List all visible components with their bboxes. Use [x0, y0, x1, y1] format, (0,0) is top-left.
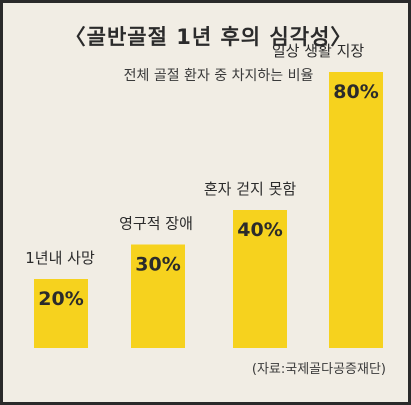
- source-note: (자료:국제골다공증재단): [251, 362, 386, 377]
- chart-title: 〈골반골절 1년 후의 심각성〉: [64, 25, 353, 49]
- bar-1: [34, 279, 88, 348]
- value-label-1: 20%: [38, 288, 83, 310]
- bar-4: [329, 72, 383, 348]
- category-label-4: 일상 생활 지장: [272, 42, 365, 60]
- category-label-1: 1년내 사망: [25, 249, 95, 267]
- value-label-4: 80%: [333, 81, 378, 103]
- value-label-3: 40%: [237, 219, 282, 241]
- chart-subtitle: 전체 골절 환자 중 차지하는 비율: [123, 68, 314, 84]
- bar-2: [131, 244, 185, 348]
- bar-3: [233, 210, 287, 348]
- category-label-3: 혼자 걷지 못함: [204, 180, 297, 198]
- category-label-2: 영구적 장애: [119, 215, 193, 233]
- value-label-2: 30%: [135, 254, 180, 276]
